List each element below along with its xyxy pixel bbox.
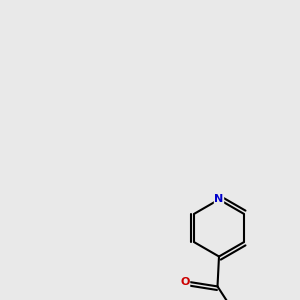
Text: O: O xyxy=(180,277,190,287)
Text: N: N xyxy=(214,194,224,205)
